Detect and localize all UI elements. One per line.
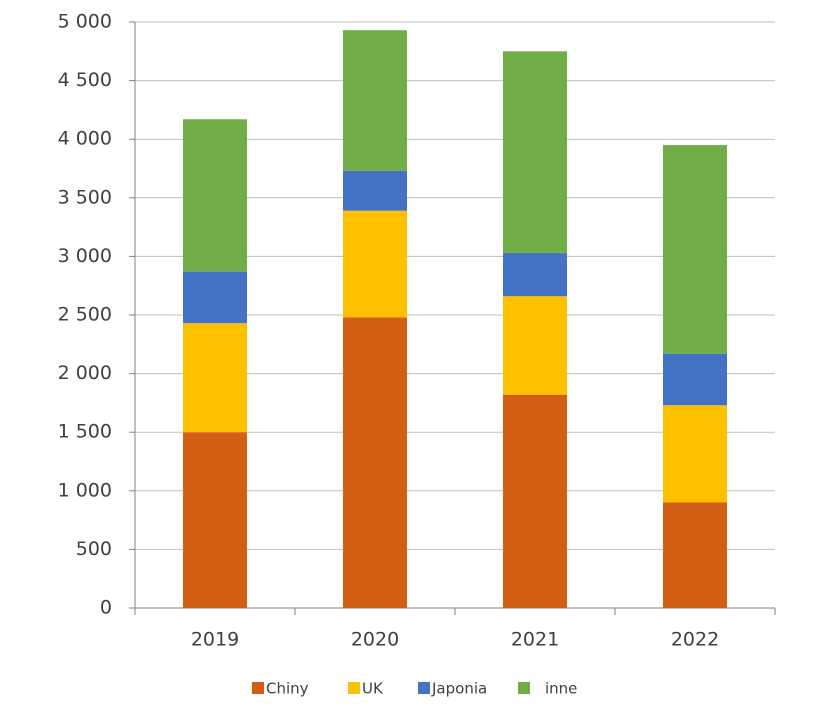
y-tick-label: 500: [76, 538, 112, 560]
bar-segment: [343, 30, 407, 171]
bar-segment: [343, 317, 407, 608]
legend-swatch: [418, 682, 430, 694]
bar-segment: [503, 394, 567, 608]
y-tick-label: 3 500: [58, 186, 112, 208]
y-tick-label: 2 000: [58, 362, 112, 384]
y-tick-label: 5 000: [58, 11, 112, 33]
bar-segment: [503, 252, 567, 297]
x-tick-label: 2021: [511, 629, 559, 651]
bar-segment: [183, 271, 247, 324]
y-tick-label: 4 000: [58, 128, 112, 150]
bar-segment: [183, 432, 247, 608]
bar-segment: [663, 353, 727, 406]
bar-segment: [183, 323, 247, 433]
x-tick-label: 2020: [351, 629, 399, 651]
bar-segment: [663, 502, 727, 608]
legend-swatch: [518, 682, 530, 694]
y-tick-label: 1 500: [58, 421, 112, 443]
bar-segment: [343, 170, 407, 211]
legend-label: UK: [362, 680, 384, 698]
y-tick-label: 0: [100, 597, 112, 619]
bar-segment: [503, 296, 567, 395]
legend-label: Japonia: [431, 680, 487, 698]
bar-segment: [183, 119, 247, 272]
bar-segment: [663, 145, 727, 354]
bar-segment: [343, 210, 407, 318]
x-tick-label: 2019: [191, 629, 239, 651]
y-tick-label: 2 500: [58, 304, 112, 326]
y-tick-label: 1 000: [58, 479, 112, 501]
bar-segment: [503, 51, 567, 253]
bar-segment: [663, 405, 727, 503]
legend-swatch: [348, 682, 360, 694]
y-tick-label: 3 000: [58, 245, 112, 267]
legend-label: Chiny: [266, 680, 309, 698]
legend-swatch: [252, 682, 264, 694]
y-tick-label: 4 500: [58, 69, 112, 91]
x-tick-label: 2022: [671, 629, 719, 651]
legend-label: inne: [545, 680, 577, 698]
